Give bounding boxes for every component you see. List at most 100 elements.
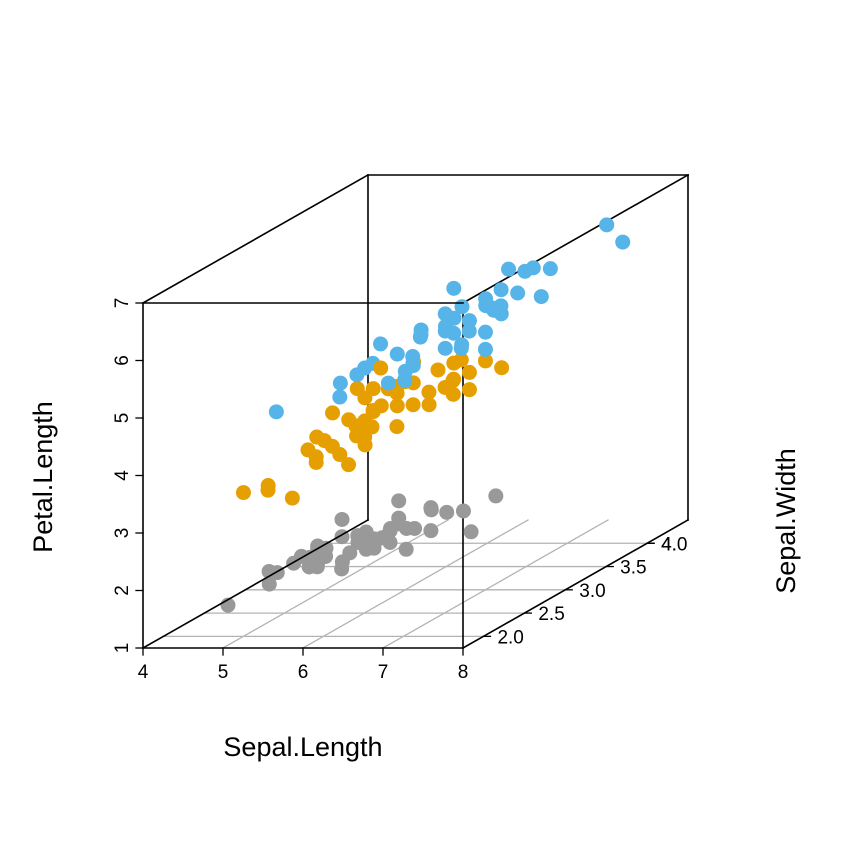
data-point — [261, 576, 277, 592]
data-point — [389, 419, 405, 435]
data-point — [334, 561, 350, 577]
data-point — [334, 511, 350, 527]
data-point — [398, 541, 414, 557]
box-edge — [141, 518, 370, 650]
box-edge — [141, 173, 370, 305]
data-point — [430, 362, 446, 378]
data-point — [533, 289, 549, 305]
data-point — [501, 261, 517, 277]
data-point — [488, 488, 504, 504]
z-tick-label: 6 — [112, 355, 133, 366]
z-tick-label: 2 — [112, 585, 133, 596]
data-point — [421, 384, 437, 400]
data-point — [423, 523, 439, 539]
data-point — [382, 523, 398, 539]
data-points — [220, 217, 631, 613]
x-axis-title: Sepal.Length — [223, 732, 382, 762]
data-point — [510, 285, 526, 301]
data-point — [357, 360, 373, 376]
data-point — [455, 503, 471, 519]
y-tick-label: 4.0 — [661, 534, 687, 555]
data-point — [373, 360, 389, 376]
data-point — [301, 559, 317, 575]
data-point — [316, 433, 332, 449]
data-point — [350, 528, 366, 544]
tick-labels: 4 5 6 7 8 1 2 3 4 5 6 7 2.0 2.5 3.0 3.5 4.04. — [112, 298, 687, 683]
data-point — [453, 352, 469, 368]
data-point — [397, 372, 413, 388]
data-point — [260, 482, 276, 498]
data-point — [493, 282, 509, 298]
data-point — [342, 545, 358, 561]
grid-line-x — [382, 519, 609, 649]
data-point — [437, 306, 453, 322]
data-point — [461, 382, 477, 398]
data-point — [357, 390, 373, 406]
data-point — [332, 375, 348, 391]
box-edge — [461, 173, 690, 305]
data-point — [365, 402, 381, 418]
data-point — [517, 263, 533, 279]
data-point — [364, 419, 380, 435]
data-point — [445, 373, 461, 389]
box-edge — [461, 518, 690, 650]
grid-line-x — [222, 519, 449, 649]
data-point — [412, 329, 428, 345]
y-tick-label: 3.0 — [579, 581, 605, 602]
data-point — [439, 504, 455, 520]
data-point — [437, 323, 453, 339]
data-point — [348, 418, 364, 434]
data-point — [317, 547, 333, 563]
data-point — [235, 485, 251, 501]
data-point — [423, 500, 439, 516]
data-point — [477, 341, 493, 357]
data-point — [308, 454, 324, 470]
data-point — [463, 524, 479, 540]
data-point — [446, 280, 462, 296]
data-point — [373, 336, 389, 352]
z-axis-title: Petal.Length — [28, 401, 58, 553]
box-back-edges — [141, 173, 690, 650]
z-tick-label: 7 — [112, 298, 133, 309]
data-point — [399, 520, 415, 536]
data-point — [421, 397, 437, 413]
data-point — [477, 353, 493, 369]
data-point — [261, 563, 277, 579]
data-point — [380, 375, 396, 391]
data-point — [477, 324, 493, 340]
data-point — [300, 442, 316, 458]
data-point — [341, 457, 357, 473]
x-tick-label: 4 — [138, 662, 149, 683]
x-tick-label: 6 — [298, 662, 309, 683]
y-tick-label: 4. — [661, 534, 677, 555]
data-point — [405, 349, 421, 365]
y-tick-label: 3.5 — [620, 558, 646, 579]
z-tick-label: 1 — [112, 643, 133, 654]
data-point — [437, 340, 453, 356]
data-point — [494, 360, 510, 376]
x-tick-label: 5 — [218, 662, 229, 683]
data-point — [405, 397, 421, 413]
z-tick-label: 5 — [112, 413, 133, 424]
data-point — [268, 404, 284, 420]
y-tick-label: 2.0 — [497, 627, 523, 648]
data-point — [615, 234, 631, 250]
data-point — [461, 323, 477, 339]
data-point — [493, 298, 509, 314]
data-point — [461, 364, 477, 380]
data-point — [284, 490, 300, 506]
x-tick-label: 7 — [378, 662, 389, 683]
x-tick-label: 8 — [458, 662, 469, 683]
data-point — [382, 534, 398, 550]
data-point — [391, 510, 407, 526]
data-point — [389, 398, 405, 414]
data-point — [332, 447, 348, 463]
data-point — [325, 405, 341, 421]
y-axis-title: Sepal.Width — [771, 448, 801, 594]
z-tick-label: 4 — [112, 470, 133, 481]
grid-line-x — [302, 519, 529, 649]
data-point — [461, 313, 477, 329]
data-point — [453, 340, 469, 356]
data-point — [389, 346, 405, 362]
